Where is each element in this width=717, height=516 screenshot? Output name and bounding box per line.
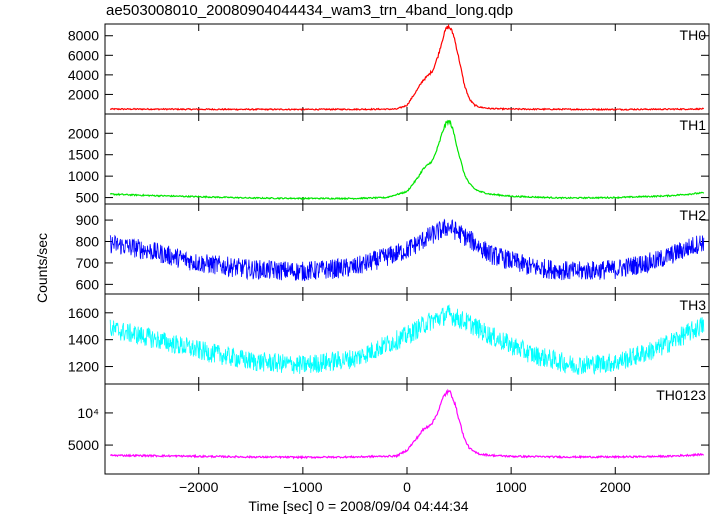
series-line-th0123 [109,388,704,460]
panel-label-th3: TH3 [680,297,707,313]
y-tick-label: 900 [76,212,100,228]
y-tick-label: 600 [76,276,100,292]
y-tick-label: 2000 [68,86,99,102]
x-tick-label: 2000 [600,479,631,495]
y-axis-label: Counts/sec [34,232,50,304]
y-tick-label: 6000 [68,47,99,63]
x-axis-label: Time [sec] 0 = 2008/09/04 04:44:34 [248,498,469,514]
panel-label-th1: TH1 [680,117,707,133]
y-tick-label: 1000 [68,168,99,184]
x-tick-label: 0 [403,479,411,495]
y-tick-label: 800 [76,234,100,250]
y-tick-label: 2000 [68,125,99,141]
y-tick-label: 8000 [68,28,99,44]
y-tick-label: 10⁴ [77,405,99,421]
page-title: ae503008010_20080904044434_wam3_trn_4ban… [106,2,514,19]
x-tick-label: −1000 [283,479,323,495]
series-line-th2 [109,218,705,282]
series-line-th3 [109,304,705,375]
y-tick-label: 700 [76,255,100,271]
y-tick-label: 5000 [68,437,99,453]
series-line-th1 [109,119,705,201]
x-tick-label: −2000 [179,479,219,495]
series-line-th0 [109,23,705,111]
y-tick-label: 4000 [68,67,99,83]
y-tick-label: 1500 [68,147,99,163]
y-tick-label: 1400 [68,332,99,348]
panel-label-th2: TH2 [680,207,707,223]
y-tick-label: 500 [76,190,100,206]
panel-frame [104,383,710,475]
y-tick-label: 1600 [68,305,99,321]
panel-label-th0: TH0 [680,27,707,43]
panel-label-th0123: TH0123 [656,387,706,403]
y-tick-label: 1200 [68,359,99,375]
panel-frame [104,23,710,115]
x-tick-label: 1000 [496,479,527,495]
